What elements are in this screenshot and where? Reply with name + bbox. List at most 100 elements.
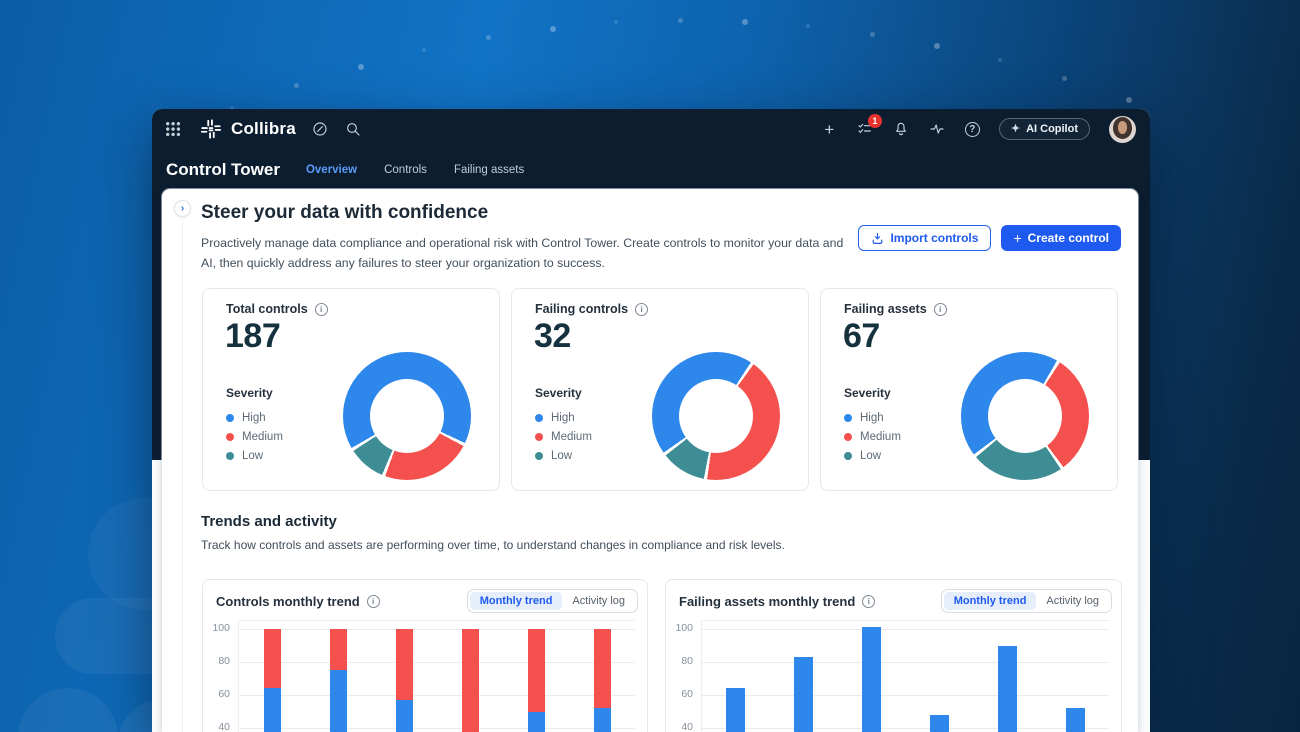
gridline — [239, 629, 635, 630]
severity-label: Severity — [226, 386, 273, 400]
y-tick-label: 80 — [218, 655, 230, 667]
card-title: Failing assets — [844, 302, 927, 316]
bar-segment — [329, 629, 347, 671]
decor-dot — [1126, 97, 1132, 104]
view-toggle: Monthly trend Activity log — [940, 589, 1112, 613]
medium-dot — [844, 432, 852, 441]
y-tick-label: 80 — [681, 655, 693, 667]
y-tick-label: 40 — [218, 721, 230, 732]
app-window: Collibra + 1 ? ✦ AI Copil — [152, 109, 1150, 732]
compass-icon[interactable] — [312, 121, 329, 138]
decor-dot — [998, 57, 1002, 62]
toggle-activity-log[interactable]: Activity log — [1046, 595, 1099, 607]
chart-title: Failing assets monthly trend — [679, 593, 856, 609]
toggle-monthly-trend[interactable]: Monthly trend — [469, 592, 563, 610]
info-icon[interactable]: i — [862, 594, 876, 608]
gridline — [702, 695, 1109, 696]
trends-heading: Trends and activity — [201, 513, 337, 530]
bar-segment — [395, 629, 413, 700]
high-dot — [226, 413, 234, 422]
card-title: Failing controls — [535, 302, 629, 316]
severity-legend: High Medium Low — [226, 408, 283, 465]
create-control-button[interactable]: + Create control — [1001, 225, 1121, 251]
bar-segment — [395, 699, 413, 732]
bell-icon[interactable] — [893, 121, 910, 138]
bar-segment — [997, 645, 1017, 732]
page-header: Control Tower Overview Controls Failing … — [152, 149, 1150, 191]
severity-legend: High Medium Low — [844, 408, 901, 465]
card-title: Total controls — [226, 302, 308, 316]
info-icon[interactable]: i — [314, 302, 328, 316]
avatar-face — [1117, 121, 1128, 134]
info-icon[interactable]: i — [933, 302, 947, 316]
gridline — [239, 662, 635, 663]
page-title: Control Tower — [166, 160, 280, 179]
card-failing-controls: Failing controls i 32 Severity High Mediu… — [511, 288, 809, 491]
bar-segment — [1065, 708, 1085, 732]
info-icon[interactable]: i — [366, 594, 380, 608]
y-tick-label: 100 — [212, 622, 230, 634]
low-dot — [535, 451, 543, 460]
chart-title: Controls monthly trend — [216, 593, 360, 609]
bar-chart — [701, 620, 1109, 732]
y-axis: 100806040200 — [666, 620, 696, 732]
decor-dot — [870, 31, 875, 37]
tab-controls[interactable]: Controls — [384, 164, 427, 176]
page-tabs: Overview Controls Failing assets — [306, 164, 524, 176]
legend-item-high: High — [535, 408, 592, 427]
y-tick-label: 40 — [681, 721, 693, 732]
expand-sidebar-button[interactable]: › — [174, 200, 191, 217]
toggle-activity-log[interactable]: Activity log — [572, 595, 625, 607]
y-tick-label: 60 — [218, 688, 230, 700]
tasks-icon[interactable]: 1 — [857, 113, 882, 138]
brand-logo[interactable]: Collibra — [200, 118, 296, 140]
decor-dot — [1062, 75, 1067, 81]
activity-pulse-icon[interactable] — [929, 121, 946, 138]
bar-segment — [329, 670, 347, 732]
create-control-label: Create control — [1027, 231, 1109, 245]
medium-dot — [226, 432, 234, 441]
info-icon[interactable]: i — [635, 302, 649, 316]
decor-circle — [18, 688, 118, 732]
legend-item-high: High — [226, 408, 283, 427]
bar-segment — [726, 688, 746, 732]
tab-failing-assets[interactable]: Failing assets — [453, 164, 525, 176]
hero-heading: Steer your data with confidence — [201, 202, 489, 223]
legend-item-low: Low — [844, 446, 901, 465]
high-dot — [535, 413, 543, 422]
import-controls-button[interactable]: Import controls — [858, 225, 992, 251]
card-value: 67 — [843, 317, 880, 355]
gridline — [702, 629, 1109, 630]
severity-legend: High Medium Low — [535, 408, 592, 465]
legend-item-low: Low — [535, 446, 592, 465]
hero-description: Proactively manage data compliance and o… — [201, 236, 844, 271]
legend-item-medium: Medium — [844, 427, 901, 446]
top-navbar: Collibra + 1 ? ✦ AI Copil — [152, 109, 1150, 149]
user-avatar[interactable] — [1109, 115, 1136, 143]
decor-dot — [358, 63, 364, 70]
decor-dot — [550, 26, 556, 33]
low-dot — [844, 451, 852, 460]
card-total-controls: Total controls i 187 Severity High Medium… — [202, 288, 500, 491]
brand-name: Collibra — [231, 119, 296, 138]
legend-item-medium: Medium — [535, 427, 592, 446]
bar-segment — [593, 629, 611, 709]
medium-dot — [535, 432, 543, 441]
y-axis: 100806040200 — [203, 620, 233, 732]
ai-copilot-button[interactable]: ✦ AI Copilot — [998, 118, 1090, 140]
donut-chart-failing-controls — [652, 352, 780, 480]
decor-dot — [230, 106, 234, 111]
help-icon[interactable]: ? — [964, 121, 980, 137]
decor-dot — [486, 35, 491, 41]
donut-chart-failing-assets — [961, 352, 1089, 480]
app-launcher-icon[interactable] — [166, 122, 180, 136]
create-plus-icon[interactable]: + — [824, 119, 835, 139]
ai-copilot-label: AI Copilot — [1026, 123, 1078, 135]
tab-overview[interactable]: Overview — [305, 164, 358, 176]
bar-segment — [461, 629, 479, 732]
decor-dot — [678, 18, 683, 24]
search-icon[interactable] — [345, 121, 362, 138]
toggle-monthly-trend[interactable]: Monthly trend — [943, 592, 1037, 610]
bar-segment — [929, 714, 949, 732]
main-panel: › Steer your data with confidence Proact… — [162, 189, 1138, 732]
